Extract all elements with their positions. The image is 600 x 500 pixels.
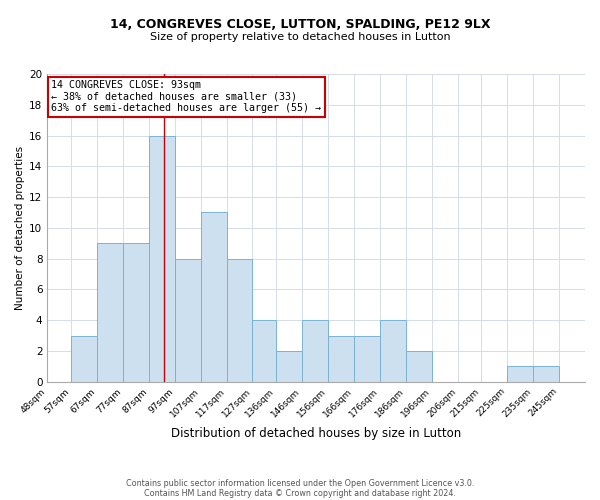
Bar (253, 320, 276, 382)
Bar (227, 258, 253, 382)
Bar (380, 320, 406, 382)
Bar (328, 336, 354, 382)
Bar (97, 243, 122, 382)
Bar (149, 136, 175, 382)
Bar (175, 258, 200, 382)
Bar (200, 212, 227, 382)
Bar (122, 243, 149, 382)
Text: Size of property relative to detached houses in Lutton: Size of property relative to detached ho… (149, 32, 451, 42)
Text: Contains HM Land Registry data © Crown copyright and database right 2024.: Contains HM Land Registry data © Crown c… (144, 488, 456, 498)
Bar (354, 336, 380, 382)
Text: 14 CONGREVES CLOSE: 93sqm
← 38% of detached houses are smaller (33)
63% of semi-: 14 CONGREVES CLOSE: 93sqm ← 38% of detac… (51, 80, 321, 114)
X-axis label: Distribution of detached houses by size in Lutton: Distribution of detached houses by size … (171, 427, 461, 440)
Bar (533, 366, 559, 382)
Text: 14, CONGREVES CLOSE, LUTTON, SPALDING, PE12 9LX: 14, CONGREVES CLOSE, LUTTON, SPALDING, P… (110, 18, 490, 30)
Bar (302, 320, 328, 382)
Text: Contains public sector information licensed under the Open Government Licence v3: Contains public sector information licen… (126, 478, 474, 488)
Bar (276, 351, 302, 382)
Bar (71, 336, 97, 382)
Y-axis label: Number of detached properties: Number of detached properties (15, 146, 25, 310)
Bar (507, 366, 533, 382)
Bar (406, 351, 432, 382)
